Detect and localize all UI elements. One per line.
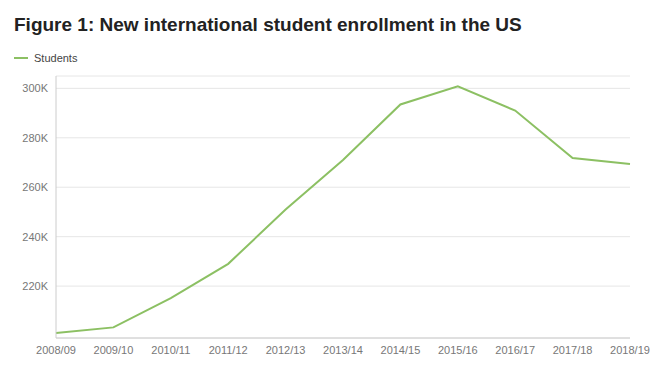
svg-text:2009/10: 2009/10 [94, 344, 134, 356]
svg-text:2012/13: 2012/13 [266, 344, 306, 356]
svg-text:2017/18: 2017/18 [553, 344, 593, 356]
svg-text:300K: 300K [22, 82, 48, 94]
html-text:Figure 1: New international st: Figure 1: New international student enro… [14, 14, 522, 35]
svg-text:2018/19: 2018/19 [610, 344, 650, 356]
html-text:Students: Students [34, 52, 78, 64]
svg-text:220K: 220K [22, 280, 48, 292]
svg-text:2014/15: 2014/15 [381, 344, 421, 356]
svg-text:240K: 240K [22, 231, 48, 243]
svg-text:260K: 260K [22, 181, 48, 193]
svg-text:2010/11: 2010/11 [151, 344, 190, 356]
svg-text:2008/09: 2008/09 [36, 344, 76, 356]
svg-text:2011/12: 2011/12 [209, 344, 248, 356]
svg-text:2016/17: 2016/17 [495, 344, 535, 356]
svg-text:280K: 280K [22, 132, 48, 144]
svg-text:2015/16: 2015/16 [438, 344, 478, 356]
svg-text:2013/14: 2013/14 [323, 344, 363, 356]
